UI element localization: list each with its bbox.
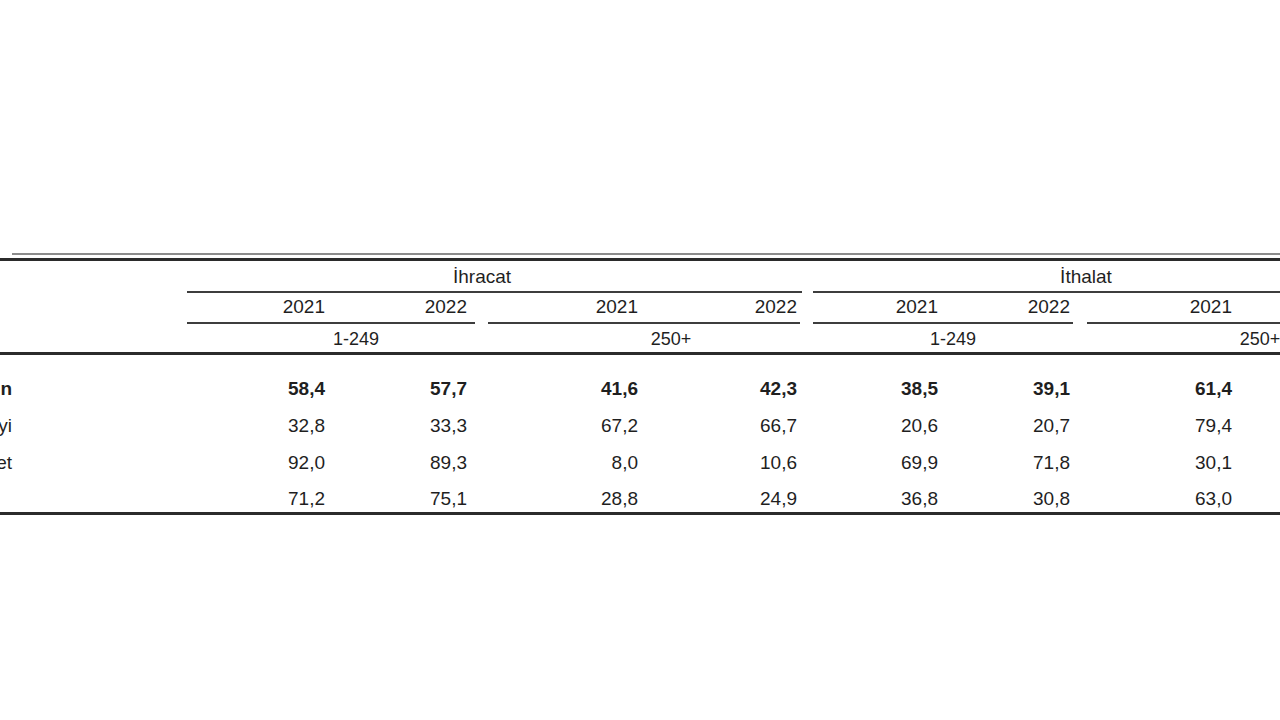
table-border-top-thin bbox=[12, 253, 1280, 255]
cell-value: 71,8 bbox=[970, 452, 1070, 474]
cell-value: 69,9 bbox=[838, 452, 938, 474]
row-label-fragment: n bbox=[0, 378, 12, 400]
row-label-fragment: yi bbox=[0, 415, 12, 437]
size-class-header: 250+ bbox=[611, 329, 731, 349]
size-class-header: 1-249 bbox=[296, 329, 416, 349]
cell-value: 8,0 bbox=[538, 452, 638, 474]
year-header: 2022 bbox=[697, 296, 797, 317]
cell-value: 92,0 bbox=[225, 452, 325, 474]
year-header: 2022 bbox=[367, 296, 467, 317]
cell-value: 67,2 bbox=[538, 415, 638, 437]
pair-underline-3 bbox=[813, 322, 1073, 324]
table-row: yi 32,8 33,3 67,2 66,7 20,6 20,7 79,4 bbox=[0, 415, 1280, 437]
table-border-bottom bbox=[0, 512, 1280, 516]
header-separator-line bbox=[0, 352, 1280, 355]
cell-value: 20,7 bbox=[970, 415, 1070, 437]
cell-value: 38,5 bbox=[838, 378, 938, 400]
cell-value: 66,7 bbox=[697, 415, 797, 437]
cell-value: 58,4 bbox=[225, 378, 325, 400]
cell-value: 24,9 bbox=[697, 488, 797, 510]
cell-value: 36,8 bbox=[838, 488, 938, 510]
table-row: 71,2 75,1 28,8 24,9 36,8 30,8 63,0 bbox=[0, 488, 1280, 510]
year-header: 2021 bbox=[225, 296, 325, 317]
cell-value: 28,8 bbox=[538, 488, 638, 510]
cell-value: 10,6 bbox=[697, 452, 797, 474]
cell-value: 39,1 bbox=[970, 378, 1070, 400]
year-header: 2021 bbox=[838, 296, 938, 317]
year-header: 2021 bbox=[1132, 296, 1232, 317]
cell-value: 57,7 bbox=[367, 378, 467, 400]
year-header: 2022 bbox=[970, 296, 1070, 317]
table-border-top bbox=[0, 258, 1280, 262]
cell-value: 20,6 bbox=[838, 415, 938, 437]
pair-underline-4 bbox=[1087, 322, 1280, 324]
cell-value: 89,3 bbox=[367, 452, 467, 474]
cell-value: 63,0 bbox=[1132, 488, 1232, 510]
year-header: 2021 bbox=[538, 296, 638, 317]
pair-underline-1 bbox=[187, 322, 475, 324]
cell-value: 30,1 bbox=[1132, 452, 1232, 474]
cell-value: 30,8 bbox=[970, 488, 1070, 510]
table-row: n 58,4 57,7 41,6 42,3 38,5 39,1 61,4 bbox=[0, 378, 1280, 400]
group-underline-exports bbox=[187, 291, 802, 293]
cell-value: 71,2 bbox=[225, 488, 325, 510]
cell-value: 32,8 bbox=[225, 415, 325, 437]
pair-underline-2 bbox=[488, 322, 800, 324]
row-label-fragment: et bbox=[0, 452, 12, 474]
size-class-header: 250+ bbox=[1200, 329, 1280, 349]
cell-value: 41,6 bbox=[538, 378, 638, 400]
group-header-imports: İthalat bbox=[976, 266, 1196, 288]
size-class-header: 1-249 bbox=[893, 329, 1013, 349]
cell-value: 42,3 bbox=[697, 378, 797, 400]
group-header-exports: İhracat bbox=[372, 266, 592, 288]
group-underline-imports bbox=[813, 291, 1280, 293]
cell-value: 75,1 bbox=[367, 488, 467, 510]
cell-value: 33,3 bbox=[367, 415, 467, 437]
table-row: et 92,0 89,3 8,0 10,6 69,9 71,8 30,1 bbox=[0, 452, 1280, 474]
page: İhracat İthalat 2021 2022 2021 2022 2021… bbox=[0, 0, 1280, 720]
year-header-row: 2021 2022 2021 2022 2021 2022 2021 bbox=[0, 296, 1280, 317]
size-class-row: 1-249 250+ 1-249 250+ bbox=[0, 329, 1280, 349]
cell-value: 61,4 bbox=[1132, 378, 1232, 400]
cell-value: 79,4 bbox=[1132, 415, 1232, 437]
